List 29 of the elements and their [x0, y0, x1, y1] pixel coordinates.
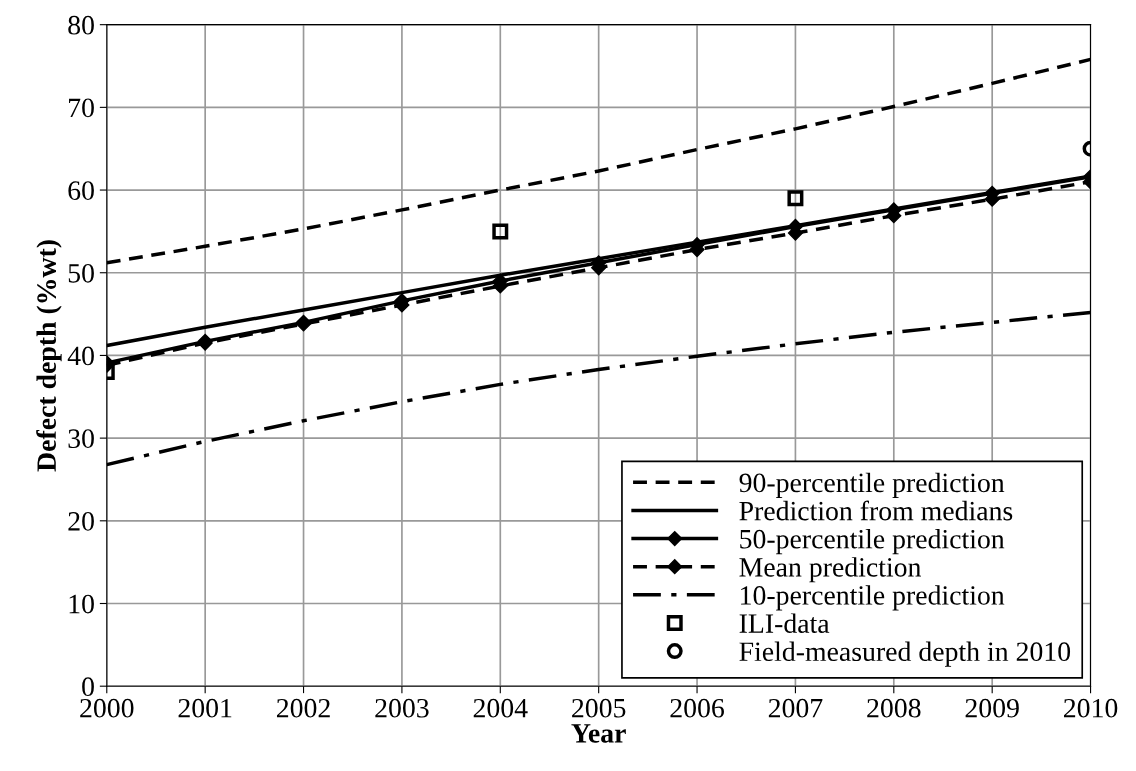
x-tick-label: 2009: [965, 698, 1019, 718]
x-tick-label: 2005: [572, 698, 626, 718]
x-tick-label: 2000: [80, 698, 134, 718]
y-tick-label: 20: [68, 511, 94, 531]
y-tick-label: 40: [67, 346, 94, 366]
x-tick-label: 2010: [1064, 698, 1118, 718]
x-tick-label: 2007: [768, 698, 823, 718]
legend-label: Prediction from medians: [739, 500, 1013, 521]
y-tick-label: 70: [69, 98, 94, 118]
y-tick-label: 50: [68, 263, 94, 283]
legend-label: Mean prediction: [739, 557, 922, 583]
y-tick-label: 60: [68, 181, 94, 200]
y-tick-label: 10: [69, 594, 94, 614]
x-tick-label: 2001: [178, 698, 232, 718]
y-tick-label: 80: [68, 15, 94, 35]
x-tick-label: 2008: [867, 698, 921, 718]
legend-label: 50-percentile prediction: [740, 529, 1005, 555]
legend-label: 90-percentile prediction: [739, 472, 1005, 498]
x-axis-title: Year: [571, 724, 626, 743]
y-tick-label: 0: [82, 677, 94, 697]
legend-label: ILI-data: [739, 613, 830, 633]
x-tick-label: 2003: [375, 698, 429, 718]
x-tick-label: 2002: [276, 698, 330, 718]
y-tick-label: 30: [68, 429, 94, 449]
y-axis-title: Defect depth (%wt): [36, 240, 62, 472]
x-tick-label: 2004: [473, 698, 528, 718]
x-tick-label: 2006: [670, 698, 724, 718]
legend-label: Field-measured depth in 2010: [739, 641, 1071, 667]
legend-label: 10-percentile prediction: [741, 585, 1005, 611]
